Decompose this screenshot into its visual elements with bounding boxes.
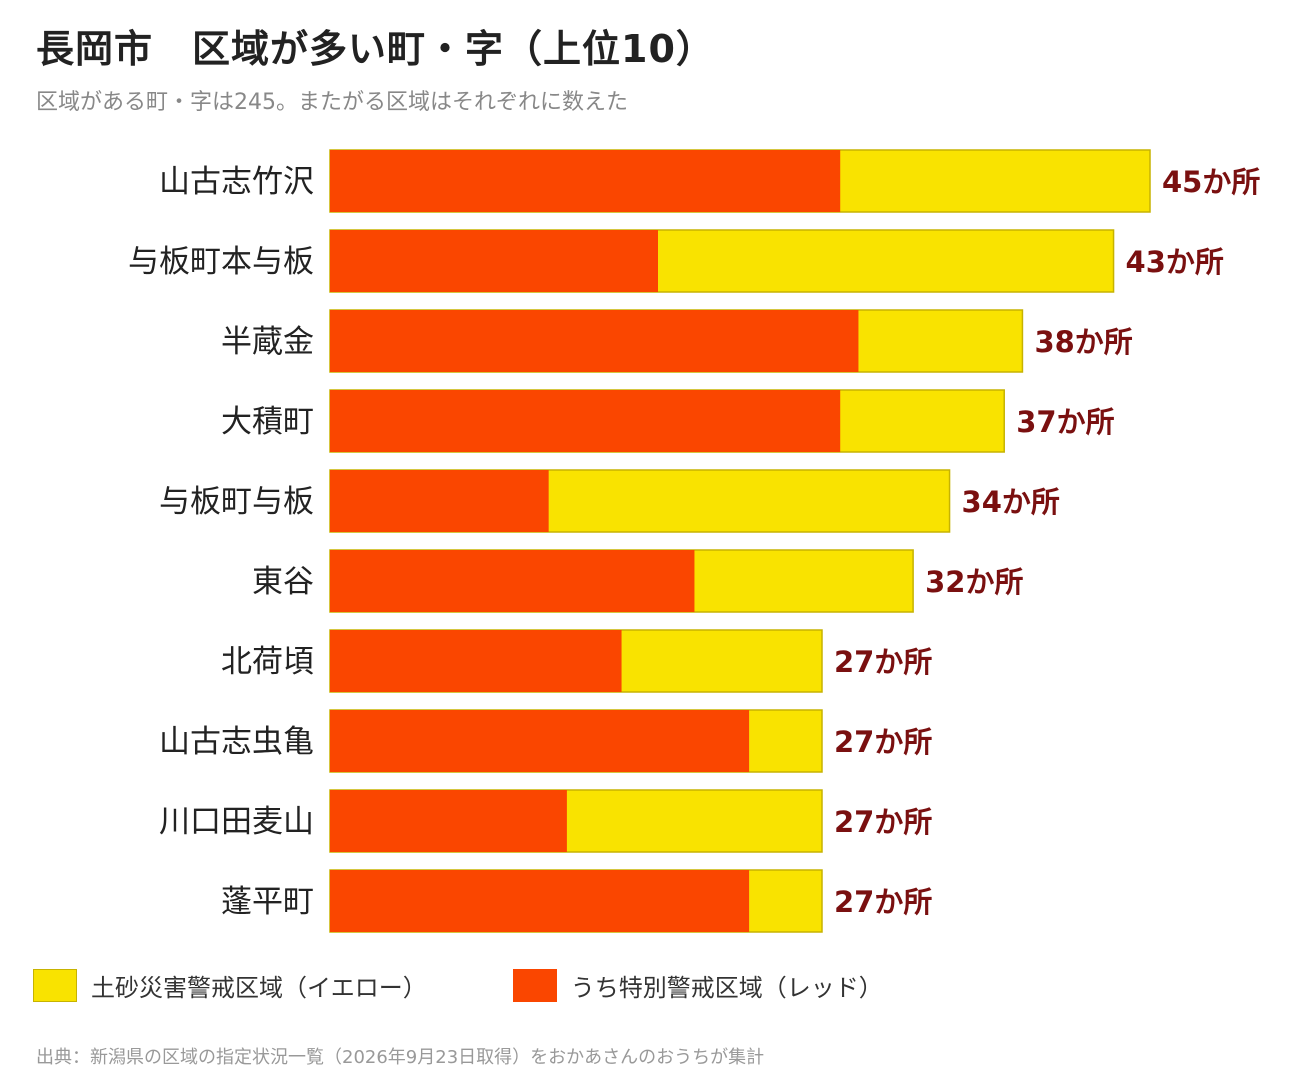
- legend-label-yellow: 土砂災害警戒区域（イエロー）: [91, 974, 427, 1002]
- category-label: 半蔵金: [221, 324, 314, 360]
- chart-subtitle: 区域がある町・字は245。またがる区域はそれぞれに数えた: [36, 90, 628, 115]
- bar-red: [330, 790, 567, 852]
- bar-red: [330, 470, 549, 532]
- total-label: 27か所: [834, 645, 932, 679]
- bar-red: [330, 150, 841, 212]
- legend-swatch-red: [512, 969, 557, 1002]
- bar-red: [330, 310, 859, 372]
- bar-red: [330, 550, 695, 612]
- legend-item-red: うち特別警戒区域（レッド）: [512, 968, 883, 1003]
- total-label: 37か所: [1016, 405, 1114, 439]
- legend: 土砂災害警戒区域（イエロー） うち特別警戒区域（レッド）: [33, 968, 969, 1003]
- category-label: 山古志虫亀: [159, 724, 314, 760]
- category-label: 北荷頃: [221, 644, 314, 680]
- legend-item-yellow: 土砂災害警戒区域（イエロー）: [33, 968, 427, 1003]
- category-label: 与板町与板: [159, 484, 314, 520]
- bar-red: [330, 390, 841, 452]
- legend-swatch-yellow: [33, 969, 77, 1002]
- category-label: 大積町: [221, 404, 314, 440]
- category-label: 蓬平町: [221, 884, 314, 920]
- total-label: 27か所: [834, 725, 932, 759]
- legend-label-red: うち特別警戒区域（レッド）: [570, 974, 883, 1002]
- total-label: 27か所: [834, 805, 932, 839]
- bar-red: [330, 230, 658, 292]
- bar-red: [330, 710, 750, 772]
- bar-red: [330, 630, 622, 692]
- total-label: 34か所: [962, 485, 1060, 519]
- bar-red: [330, 870, 750, 932]
- total-label: 38か所: [1034, 325, 1132, 359]
- source-note: 出典：新潟県の区域の指定状況一覧（2026年9月23日取得）をおかあさんのおうち…: [36, 1047, 765, 1068]
- category-label: 川口田麦山: [159, 804, 314, 840]
- total-label: 45か所: [1162, 165, 1260, 199]
- category-label: 東谷: [252, 564, 314, 600]
- category-label: 山古志竹沢: [159, 164, 314, 200]
- total-label: 27か所: [834, 885, 932, 919]
- total-label: 43か所: [1126, 245, 1224, 279]
- category-label: 与板町本与板: [128, 244, 314, 280]
- chart-title: 長岡市 区域が多い町・字（上位10）: [36, 27, 715, 71]
- total-label: 32か所: [925, 565, 1023, 599]
